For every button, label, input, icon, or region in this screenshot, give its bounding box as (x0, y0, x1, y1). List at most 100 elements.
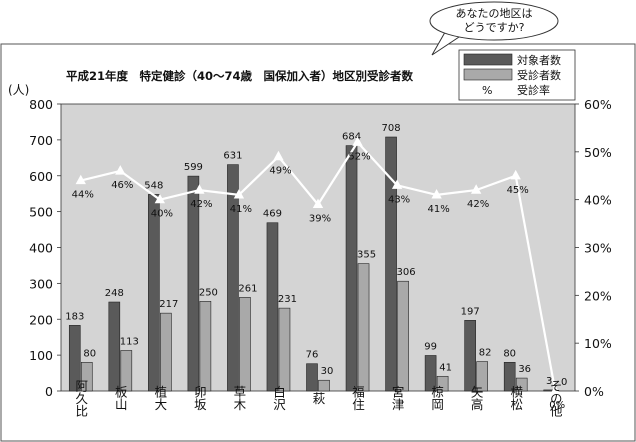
data-label-rate: 46% (111, 180, 133, 191)
rate-marker (233, 189, 245, 199)
y-tick-label-right: 10% (584, 336, 612, 351)
data-label-rate: 0% (549, 400, 565, 411)
x-tick-label: 宮津 (390, 385, 405, 411)
bar-examinee (239, 297, 251, 392)
rate-marker (273, 150, 284, 161)
data-label-examinee: 41 (439, 362, 452, 373)
rate-marker (431, 189, 442, 199)
y-tick-label-left: 400 (29, 241, 53, 256)
rate-marker (75, 174, 86, 185)
data-label-target: 183 (65, 311, 84, 322)
x-tick-label: 草木 (231, 386, 246, 411)
bar-examinee (160, 312, 172, 392)
bar-examinee (436, 375, 449, 392)
y-axis-label-left: (人) (8, 83, 29, 97)
data-label-rate: 52% (348, 151, 370, 162)
data-label-examinee: 0 (561, 377, 567, 388)
bar-examinee (357, 263, 370, 392)
y-tick-label-left: 300 (29, 276, 53, 291)
data-label-examinee: 217 (159, 299, 178, 310)
data-label-examinee: 261 (238, 283, 257, 294)
legend-swatch-target (463, 53, 513, 66)
bar-target (385, 136, 397, 392)
legend: 対象者数 受診者数 % 受診率 (458, 49, 576, 101)
data-label-rate: 40% (151, 209, 173, 220)
x-tick-label: 福住 (350, 385, 365, 411)
data-label-target: 548 (144, 180, 163, 191)
data-label-rate: 42% (190, 199, 212, 210)
x-tick-label: 卯坂 (192, 386, 207, 412)
data-label-rate: 41% (427, 204, 449, 215)
legend-label-target: 対象者数 (517, 53, 561, 67)
y-tick-label-right: 60% (584, 97, 612, 112)
data-label-rate: 43% (388, 194, 410, 205)
data-label-examinee: 30 (321, 366, 334, 377)
y-tick-label-right: 0% (584, 384, 604, 399)
data-label-target: 469 (263, 209, 282, 220)
bar-target (503, 361, 516, 392)
bar-target (306, 363, 318, 392)
data-label-rate: 41% (230, 204, 252, 215)
data-label-examinee: 82 (479, 348, 492, 359)
bar-target (266, 222, 279, 392)
bar-target (227, 164, 239, 392)
rate-marker (470, 184, 482, 194)
y-tick-label-right: 40% (584, 193, 612, 208)
data-label-target: 99 (424, 341, 437, 352)
rate-marker (510, 169, 521, 180)
x-tick-label: 萩 (311, 392, 326, 405)
callout-ellipse (429, 1, 559, 41)
bar-examinee (120, 350, 133, 392)
data-label-target: 248 (105, 288, 124, 299)
data-label-target: 599 (184, 162, 203, 173)
x-tick-label: 矢高 (469, 386, 484, 412)
y-tick-label-left: 0 (45, 384, 53, 399)
rate-marker (352, 136, 363, 146)
bar-target (345, 145, 358, 392)
bar-target (424, 355, 437, 392)
data-label-rate: 39% (309, 213, 331, 224)
callout-text-line1: あなたの地区は (456, 7, 533, 20)
data-label-target: 3 (546, 376, 552, 387)
bar-examinee (80, 361, 93, 392)
x-tick-label: 横松 (508, 386, 523, 411)
chart-title: 平成21年度 特定健診（40〜74歳 国保加入者）地区別受診者数 (66, 69, 414, 83)
x-tick-label: 板山 (113, 386, 128, 411)
data-label-target: 197 (461, 306, 480, 317)
bar-examinee (476, 361, 488, 392)
data-label-target: 631 (223, 151, 242, 162)
data-label-examinee: 113 (120, 336, 139, 347)
data-label-target: 684 (342, 132, 361, 143)
data-label-examinee: 250 (199, 287, 218, 298)
bar-target (148, 194, 160, 392)
data-label-target: 76 (306, 350, 319, 361)
data-label-examinee: 36 (518, 364, 531, 375)
y-tick-label-left: 500 (29, 205, 53, 220)
x-tick-label: 椋岡 (429, 385, 444, 411)
bar-target (187, 175, 200, 392)
rate-marker (391, 179, 403, 189)
x-tick-label: 阿久比 (73, 379, 88, 417)
bar-target (68, 325, 81, 392)
bar-target (108, 301, 121, 392)
rate-marker (154, 193, 166, 204)
x-tick-label: 白沢 (271, 385, 286, 412)
data-label-rate: 49% (269, 166, 291, 177)
y-tick-label-right: 20% (584, 288, 612, 303)
y-tick-label-right: 30% (584, 241, 612, 256)
data-label-examinee: 355 (357, 250, 376, 261)
callout-text-line2: どうですか? (464, 21, 525, 34)
bar-examinee (515, 377, 528, 392)
callout-bubble: あなたの地区は どうですか? (429, 1, 559, 56)
bar-examinee (318, 379, 330, 392)
y-tick-label-left: 700 (29, 133, 53, 148)
legend-label-examinee: 受診者数 (517, 68, 561, 82)
data-label-rate: 45% (507, 185, 529, 196)
legend-label-rate: 受診率 (517, 83, 550, 97)
data-label-target: 708 (382, 123, 401, 134)
y-tick-label-left: 100 (29, 348, 53, 363)
y-tick-label-left: 600 (29, 169, 53, 184)
data-label-rate: 44% (72, 190, 94, 201)
plot-area (60, 103, 576, 392)
